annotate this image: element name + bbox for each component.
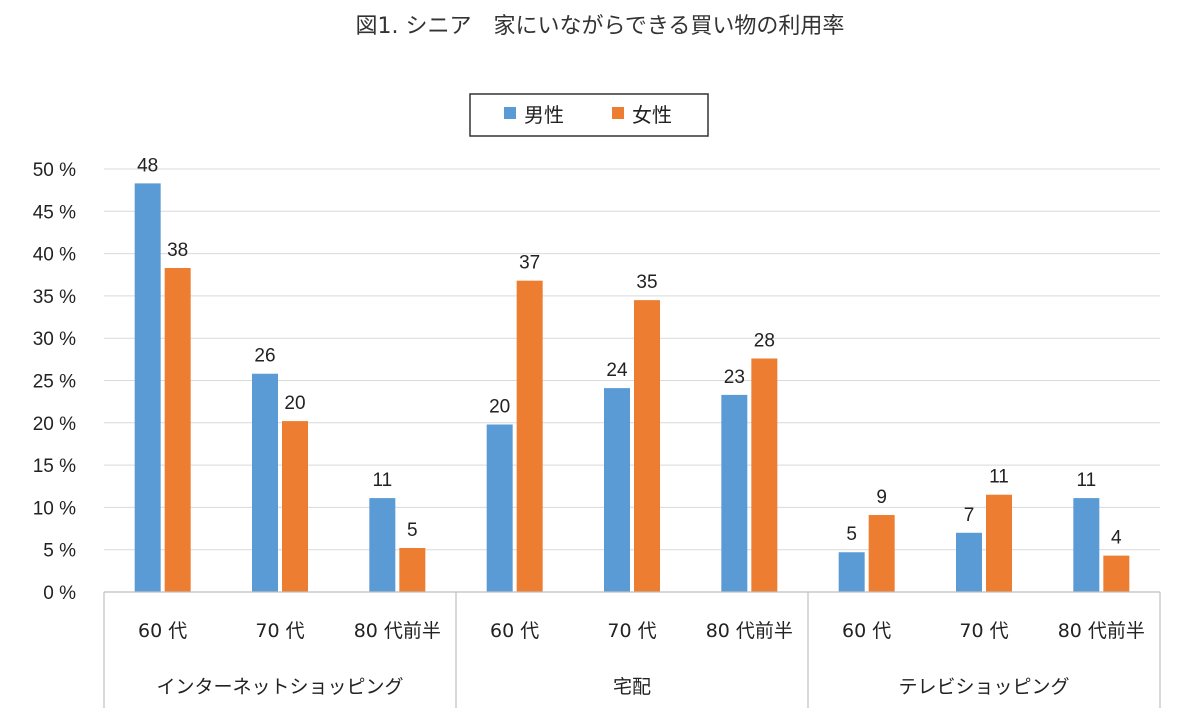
data-label-female: 5	[407, 520, 418, 541]
data-label-male: 11	[1076, 470, 1096, 491]
data-label-male: 20	[489, 396, 510, 417]
bar-male	[486, 424, 513, 592]
bar-male	[369, 498, 396, 592]
bar-female	[868, 515, 895, 592]
bar-male	[134, 183, 161, 592]
bar-male	[604, 388, 630, 592]
legend-swatch-male	[504, 107, 516, 119]
legend-label-female: 女性	[632, 103, 672, 127]
y-tick-label: 5 %	[43, 541, 76, 562]
bar-female	[516, 280, 543, 592]
bar-male	[721, 394, 748, 592]
y-tick-label: 35 %	[33, 287, 76, 308]
y-tick-label: 30 %	[33, 329, 76, 350]
bar-male	[1073, 498, 1100, 592]
bar-male	[838, 552, 865, 592]
data-label-male: 11	[372, 470, 392, 491]
data-label-female: 37	[519, 253, 540, 274]
bar-female	[282, 421, 308, 592]
bar-female	[634, 300, 660, 592]
y-tick-label: 40 %	[33, 245, 76, 266]
y-axis-ticks: 0 % 5 % 10 % 15 % 20 % 25 % 30 % 35 % 40 % 45 % 50…	[33, 160, 76, 604]
y-tick-label: 20 %	[33, 414, 76, 435]
x-category-label: 60 代	[842, 620, 891, 642]
legend-label-male: 男性	[524, 103, 564, 127]
bar-female	[399, 548, 426, 592]
data-label-female: 20	[284, 393, 305, 414]
bar-female	[751, 358, 778, 592]
x-group-label: 宅配	[613, 676, 651, 698]
data-label-male: 7	[964, 505, 975, 526]
x-group-label: テレビショッピング	[898, 676, 1069, 698]
legend: 男性 女性	[469, 93, 709, 137]
data-labels: 48 26 11 20 24 23 5 7 11 38 20 5 37 35 28 9 11 4	[137, 155, 1122, 548]
data-label-male: 24	[606, 360, 628, 381]
bars	[134, 183, 1130, 592]
y-tick-label: 50 %	[33, 160, 76, 181]
data-label-male: 23	[724, 367, 745, 388]
data-label-male: 48	[137, 155, 158, 176]
data-label-female: 28	[754, 331, 775, 352]
legend-swatch-female	[612, 107, 624, 119]
x-category-label: 70 代	[255, 620, 304, 642]
x-category-label: 60 代	[490, 620, 539, 642]
bar-female	[986, 494, 1012, 592]
data-label-male: 5	[846, 524, 857, 545]
x-category-label: 70 代	[607, 620, 656, 642]
data-label-female: 4	[1111, 528, 1122, 549]
x-category-label: 80 代前半	[354, 620, 441, 642]
y-tick-label: 10 %	[33, 498, 76, 519]
bar-male	[252, 373, 278, 592]
bar-male	[956, 532, 982, 592]
y-tick-label: 15 %	[33, 456, 76, 477]
data-label-female: 9	[876, 487, 887, 508]
y-tick-label: 45 %	[33, 202, 76, 223]
bar-female	[164, 267, 191, 592]
data-label-male: 26	[254, 346, 275, 367]
x-category-label: 70 代	[959, 620, 1008, 642]
x-group-label: インターネットショッピング	[156, 676, 403, 698]
bar-female	[1103, 555, 1130, 592]
x-category-label: 80 代前半	[1058, 620, 1145, 642]
x-category-label: 60 代	[138, 620, 187, 642]
data-label-female: 38	[167, 240, 188, 261]
gridlines	[104, 168, 1160, 551]
y-tick-label: 25 %	[33, 372, 76, 393]
x-category-label: 80 代前半	[706, 620, 793, 642]
chart-title: 図1. シニア 家にいながらできる買い物の利用率	[356, 14, 845, 39]
data-label-female: 35	[636, 272, 657, 293]
y-tick-label: 0 %	[43, 583, 76, 604]
data-label-female: 11	[989, 467, 1009, 488]
